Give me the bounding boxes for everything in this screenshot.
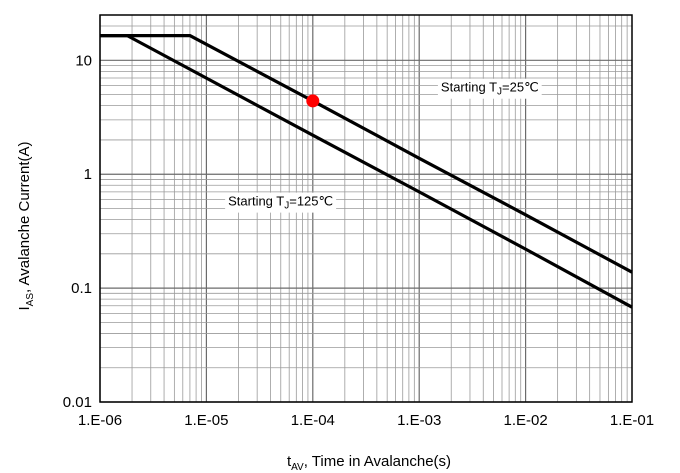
x-tick-label: 1.E-05 [184,412,228,429]
x-axis-label: tAV, Time in Avalanche(s) [287,453,451,473]
grid-lines [99,15,632,403]
x-axis-label-main: t [287,453,292,470]
x-tick-label: 1.E-04 [291,412,335,429]
annotation-background [437,78,542,99]
y-tick-label: 10 [75,52,92,69]
y-tick-labels: 0.01 0.1 1 10 [63,52,92,411]
annotation-suffix: =125℃ [289,194,333,209]
plot-border [99,14,633,403]
series-line-2 [100,33,633,309]
marker-layer [306,94,320,108]
annotation-background [225,192,337,213]
y-axis-label-main: I [16,306,33,310]
x-axis-label-sub: AV [291,462,304,473]
annotation-sub: J [497,87,502,98]
x-tick-label: 1.E-06 [78,412,122,429]
series-lines [100,33,633,309]
y-tick-label: 1 [84,166,92,183]
x-tick-label: 1.E-01 [610,412,654,429]
x-tick-label: 1.E-03 [397,412,441,429]
x-tick-labels: 1.E-06 1.E-05 1.E-04 1.E-03 1.E-02 1.E-01 [78,412,654,429]
annotation-prefix: Starting T [441,80,497,95]
annotation-suffix: =25℃ [502,80,539,95]
x-axis-label-rest: , Time in Avalanche(s) [304,453,451,470]
series-line-1 [100,33,633,274]
y-tick-label: 0.1 [71,280,92,297]
annotation-1: Starting TJ=25℃ [441,80,539,98]
annotation-sub: J [284,201,289,212]
annotation-prefix: Starting T [228,194,284,209]
x-tick-label: 1.E-02 [503,412,547,429]
annotation-2: Starting TJ=125℃ [228,194,333,212]
highlight-point [306,94,320,108]
y-tick-label: 0.01 [63,394,92,411]
y-axis-label-rest: , Avalanche Current(A) [16,142,33,293]
y-axis-label: IAS, Avalanche Current(A) [16,142,36,311]
y-axis-label-sub: AS [25,293,36,307]
